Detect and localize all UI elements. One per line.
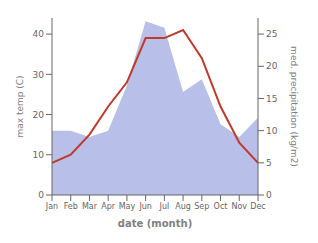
svg-text:med. precipitation (kg/m2): med. precipitation (kg/m2) xyxy=(289,46,299,167)
svg-text:Sep: Sep xyxy=(194,202,209,211)
svg-text:Aug: Aug xyxy=(175,202,191,211)
svg-text:Nov: Nov xyxy=(231,202,247,211)
svg-text:Jul: Jul xyxy=(159,202,170,211)
svg-text:5: 5 xyxy=(266,158,272,168)
svg-text:20: 20 xyxy=(266,61,278,71)
svg-text:40: 40 xyxy=(33,29,45,39)
svg-text:May: May xyxy=(119,202,136,211)
svg-text:Apr: Apr xyxy=(101,202,116,211)
svg-text:0: 0 xyxy=(38,190,44,200)
svg-text:Jan: Jan xyxy=(45,202,58,211)
svg-text:max temp (C): max temp (C) xyxy=(15,75,25,137)
svg-text:date (month): date (month) xyxy=(118,218,192,229)
svg-text:Feb: Feb xyxy=(64,202,78,211)
svg-text:0: 0 xyxy=(266,190,272,200)
svg-text:Dec: Dec xyxy=(250,202,265,211)
svg-text:20: 20 xyxy=(33,110,45,120)
svg-text:Oct: Oct xyxy=(214,202,228,211)
svg-text:15: 15 xyxy=(266,94,277,104)
svg-text:10: 10 xyxy=(266,126,278,136)
svg-text:30: 30 xyxy=(33,70,45,80)
svg-text:10: 10 xyxy=(33,150,45,160)
svg-text:Jun: Jun xyxy=(138,202,152,211)
svg-text:25: 25 xyxy=(266,29,277,39)
svg-text:Mar: Mar xyxy=(82,202,98,211)
